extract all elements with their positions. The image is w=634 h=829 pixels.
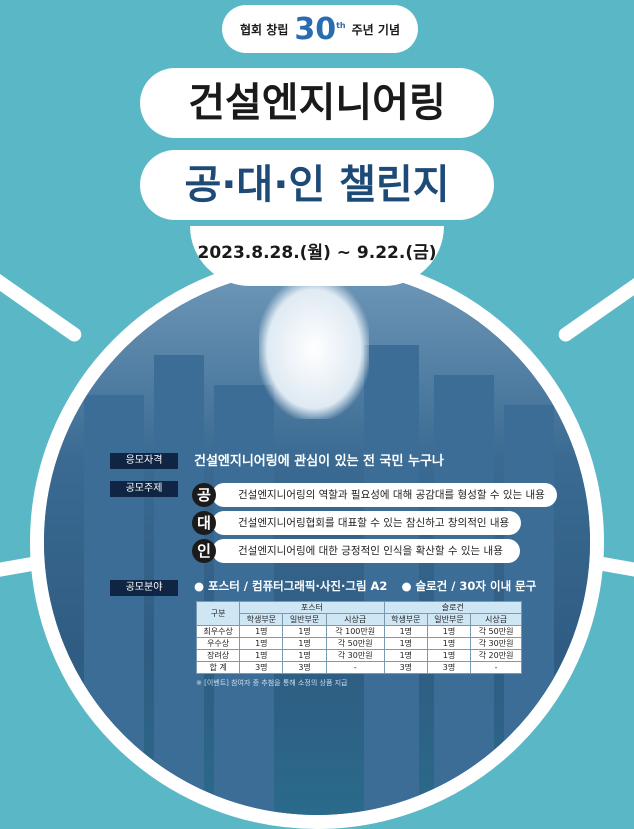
theme-char: 공 xyxy=(192,483,216,507)
table-cell: 각 20만원 xyxy=(470,649,522,662)
eligibility-label: 응모자격 xyxy=(110,453,178,469)
theme-label: 공모주제 xyxy=(110,481,178,497)
field-label: 공모분야 xyxy=(110,580,178,596)
table-cell: 1명 xyxy=(426,649,472,662)
table-cell: 3명 xyxy=(383,661,428,674)
table-cell: 1명 xyxy=(239,625,284,638)
anniversary-badge: 협회 창립 30th 주년 기념 xyxy=(222,5,418,53)
table-cell: 최우수상 xyxy=(195,625,241,638)
table-row: 우수상 1명 1명 각 50만원 1명 1명 각 30만원 xyxy=(195,637,522,650)
table-row: 최우수상 1명 1명 각 100만원 1명 1명 각 50만원 xyxy=(195,625,522,638)
table-header: 일반부문 xyxy=(426,613,472,626)
table-cell: 1명 xyxy=(282,625,327,638)
table-cell: 각 30만원 xyxy=(470,637,522,650)
theme-item: 대 건설엔지니어링협회를 대표할 수 있는 참신하고 창의적인 내용 xyxy=(192,511,522,535)
table-cell: 3명 xyxy=(426,661,472,674)
title-line-2: 공·대·인 챌린지 xyxy=(140,150,494,220)
table-cell: - xyxy=(325,661,385,674)
table-cell: 1명 xyxy=(239,649,284,662)
theme-text: 건설엔지니어링에 대한 긍정적인 인식을 확산할 수 있는 내용 xyxy=(212,539,520,563)
logo-number: 30 xyxy=(294,11,337,47)
table-cell: 합 계 xyxy=(195,661,241,674)
table-cell: 각 30만원 xyxy=(325,649,385,662)
table-cell: 1명 xyxy=(282,637,327,650)
table-cell: 각 50만원 xyxy=(325,637,385,650)
table-cell: 3명 xyxy=(282,661,327,674)
prize-section: 구분 포스터 슬로건 학생부문 일반부문 시상금 학생부문 일반부문 시상금 최우수상 1명 1명… xyxy=(195,601,523,688)
prize-table: 구분 포스터 슬로건 학생부문 일반부문 시상금 학생부문 일반부문 시상금 최우수상 1명 1명… xyxy=(195,601,523,674)
theme-char: 인 xyxy=(192,539,216,563)
table-header: 학생부문 xyxy=(383,613,428,626)
table-cell: 각 50만원 xyxy=(470,625,522,638)
table-header: 구분 xyxy=(195,601,241,626)
table-cell: 우수상 xyxy=(195,637,241,650)
slogan-field: ● 슬로건 / 30자 이내 문구 xyxy=(401,579,537,593)
table-cell: 장려상 xyxy=(195,649,241,662)
table-header: 포스터 xyxy=(239,601,385,614)
theme-char: 대 xyxy=(192,511,216,535)
table-cell: - xyxy=(470,661,522,674)
table-cell: 1명 xyxy=(426,625,472,638)
badge-right-text: 주년 기념 xyxy=(351,22,400,37)
ring-ray xyxy=(555,269,634,345)
field-list: ● 포스터 / 컴퓨터그래픽·사진·그림 A2 ● 슬로건 / 30자 이내 문… xyxy=(194,579,630,593)
event-dates: 2023.8.28.(월) ~ 9.22.(금) xyxy=(190,226,444,286)
badge-left-text: 협회 창립 xyxy=(240,22,289,37)
table-header: 시상금 xyxy=(470,613,522,626)
table-cell: 3명 xyxy=(239,661,284,674)
table-cell: 1명 xyxy=(383,637,428,650)
title-line-1: 건설엔지니어링 xyxy=(140,68,494,138)
poster-field: ● 포스터 / 컴퓨터그래픽·사진·그림 A2 xyxy=(194,579,388,593)
theme-item: 인 건설엔지니어링에 대한 긍정적인 인식을 확산할 수 있는 내용 xyxy=(192,539,520,563)
table-cell: 1명 xyxy=(426,637,472,650)
table-header: 학생부문 xyxy=(239,613,284,626)
table-header: 슬로건 xyxy=(383,601,523,614)
table-row: 장려상 1명 1명 각 30만원 1명 1명 각 20만원 xyxy=(195,649,522,662)
eligibility-text: 건설엔지니어링에 관심이 있는 전 국민 누구나 xyxy=(194,454,444,469)
logo-suffix: th xyxy=(336,20,346,30)
event-note: ※ [이벤트] 참여자 중 추첨을 통해 소정의 상품 지급 xyxy=(196,679,348,687)
table-header: 일반부문 xyxy=(282,613,327,626)
table-cell: 1명 xyxy=(239,637,284,650)
table-cell: 1명 xyxy=(383,625,428,638)
table-header: 시상금 xyxy=(325,613,385,626)
ring-ray xyxy=(0,269,85,345)
table-cell: 1명 xyxy=(282,649,327,662)
brain-lightbulb-icon xyxy=(259,279,369,419)
theme-text: 건설엔지니어링의 역할과 필요성에 대해 공감대를 형성할 수 있는 내용 xyxy=(212,483,557,507)
30th-logo: 30th xyxy=(294,12,345,47)
theme-item: 공 건설엔지니어링의 역할과 필요성에 대해 공감대를 형성할 수 있는 내용 xyxy=(192,483,557,507)
theme-text: 건설엔지니어링협회를 대표할 수 있는 참신하고 창의적인 내용 xyxy=(212,511,522,535)
table-cell: 1명 xyxy=(383,649,428,662)
table-row: 합 계 3명 3명 -3명 3명 - xyxy=(195,661,522,674)
table-cell: 각 100만원 xyxy=(325,625,385,638)
